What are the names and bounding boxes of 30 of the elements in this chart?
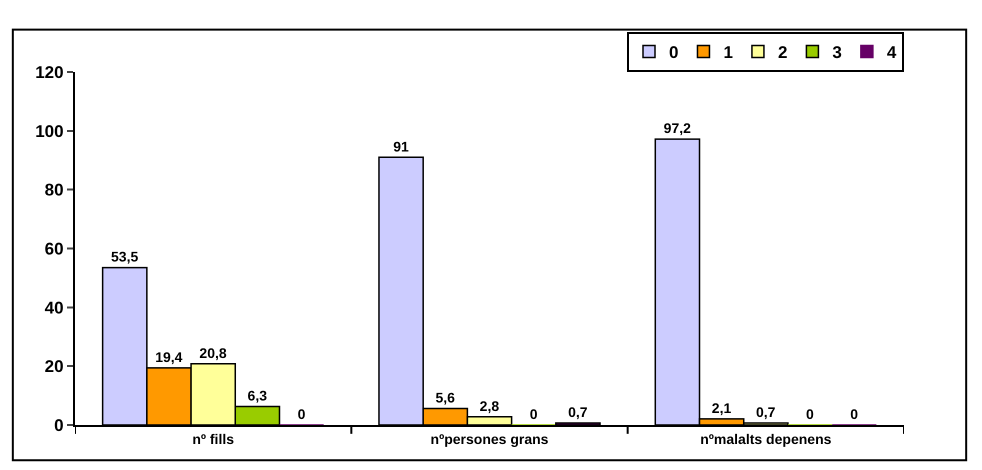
data-label: 2,8 <box>480 398 500 414</box>
legend-label: 2 <box>778 43 788 62</box>
data-label: 0 <box>806 406 814 422</box>
legend-label: 4 <box>886 43 897 62</box>
x-tick-label: nºmalalts depenens <box>700 430 832 447</box>
data-label: 97,2 <box>664 120 692 136</box>
data-label: 2,1 <box>712 400 732 416</box>
data-label: 0 <box>298 406 306 422</box>
data-label: 53,5 <box>111 248 138 265</box>
legend-label: 3 <box>832 43 842 62</box>
y-tick-label: 40 <box>44 298 64 318</box>
data-label: 5,6 <box>435 390 456 406</box>
x-tick-label: nº fills <box>192 430 234 447</box>
y-tick-label: 100 <box>35 122 64 141</box>
x-tick-label: nºpersones grans <box>430 430 549 447</box>
data-label: 0 <box>850 406 858 422</box>
data-label: 0,7 <box>568 404 588 420</box>
data-label: 0,7 <box>756 404 776 420</box>
y-tick-label: 80 <box>44 180 64 200</box>
data-label: 6,3 <box>248 387 268 404</box>
data-label: 0 <box>530 406 538 422</box>
y-tick-label: 120 <box>35 62 64 82</box>
y-tick-label: 60 <box>44 239 64 258</box>
legend-label: 1 <box>723 43 733 62</box>
data-label: 19,4 <box>155 348 183 365</box>
legend-label: 0 <box>669 43 678 62</box>
data-label: 20,8 <box>199 344 227 361</box>
y-tick-label: 20 <box>44 357 64 376</box>
data-label: 91 <box>393 138 409 154</box>
y-tick-label: 0 <box>54 416 64 435</box>
